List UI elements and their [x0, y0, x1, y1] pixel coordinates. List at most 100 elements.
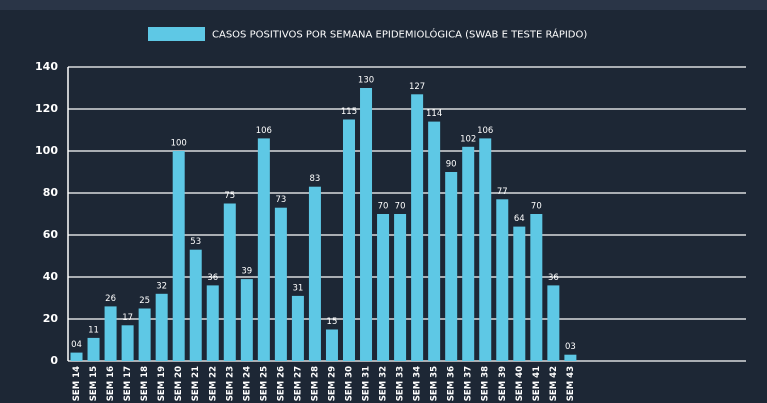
y-tick-label: 40: [43, 270, 59, 283]
y-tick-label: 60: [43, 228, 59, 241]
bar: [155, 293, 168, 361]
x-tick-label: SEM 19: [157, 366, 167, 401]
value-label: 70: [378, 202, 389, 212]
y-tick-label: 0: [50, 354, 58, 367]
value-label: 36: [207, 273, 218, 283]
x-tick-label: SEM 21: [191, 366, 201, 401]
bar: [325, 329, 338, 361]
value-label: 64: [514, 214, 525, 224]
x-tick-label: SEM 29: [327, 366, 337, 401]
value-label: 75: [224, 191, 235, 201]
bar: [70, 352, 83, 361]
value-label: 39: [241, 267, 252, 277]
value-label: 26: [105, 294, 116, 304]
bar: [342, 119, 355, 361]
bar: [513, 226, 526, 361]
bar: [564, 354, 577, 361]
x-tick-label: SEM 16: [106, 366, 116, 401]
x-tick-label: SEM 37: [464, 366, 474, 401]
value-label: 114: [426, 109, 442, 119]
y-tick-label: 120: [35, 102, 58, 115]
x-tick-label: SEM 42: [549, 366, 559, 401]
bar: [479, 138, 492, 361]
bar: [360, 88, 373, 361]
value-label: 70: [531, 202, 542, 212]
bar: [104, 306, 117, 361]
value-label: 11: [88, 325, 99, 335]
bar: [394, 214, 407, 361]
value-label: 70: [395, 202, 406, 212]
x-tick-label: SEM 14: [72, 366, 82, 401]
x-tick-label: SEM 35: [430, 366, 440, 401]
bar: [308, 186, 321, 361]
x-tick-label: SEM 32: [379, 366, 389, 401]
value-label: 102: [460, 134, 476, 144]
x-tick-label: SEM 27: [293, 366, 303, 401]
value-label: 31: [292, 283, 303, 293]
value-label: 36: [548, 273, 559, 283]
value-label: 25: [139, 296, 150, 306]
bar: [291, 295, 304, 361]
top-bar: [0, 0, 767, 10]
bar: [240, 279, 253, 361]
y-tick-label: 20: [43, 312, 59, 325]
x-tick-label: SEM 15: [89, 366, 99, 401]
x-tick-label: SEM 17: [123, 366, 133, 401]
bar: [274, 207, 287, 361]
x-tick-label: SEM 24: [242, 366, 252, 401]
x-tick-label: SEM 18: [140, 366, 150, 401]
value-label: 106: [256, 126, 272, 136]
value-label: 90: [446, 160, 457, 170]
value-label: 83: [310, 174, 321, 184]
bar: [189, 249, 202, 361]
bar: [411, 94, 424, 362]
x-tick-label: SEM 30: [344, 366, 354, 401]
y-tick-label: 80: [43, 186, 59, 199]
x-tick-label: SEM 22: [208, 366, 218, 401]
value-label: 32: [156, 281, 167, 291]
x-tick-label: SEM 20: [174, 366, 184, 401]
x-tick-label: SEM 41: [532, 366, 542, 401]
x-tick-label: SEM 40: [515, 366, 525, 401]
value-label: 130: [358, 76, 374, 86]
bar: [462, 146, 475, 361]
value-label: 03: [565, 342, 576, 352]
bar: [223, 203, 236, 361]
x-tick-label: SEM 31: [362, 366, 372, 401]
bar: [496, 199, 509, 361]
value-label: 115: [341, 107, 357, 117]
y-tick-label: 100: [35, 144, 58, 157]
bar: [138, 308, 151, 361]
x-tick-label: SEM 28: [310, 366, 320, 401]
bar: [377, 214, 390, 361]
value-label: 53: [190, 237, 201, 247]
bar: [257, 138, 270, 361]
x-tick-label: SEM 34: [413, 366, 423, 401]
bar: [445, 172, 458, 361]
value-label: 77: [497, 187, 508, 197]
x-tick-label: SEM 38: [481, 366, 491, 401]
legend-swatch: [148, 27, 205, 41]
x-tick-label: SEM 26: [276, 366, 286, 401]
legend-label: CASOS POSITIVOS POR SEMANA EPIDEMIOLÓGIC…: [212, 28, 587, 41]
value-label: 04: [71, 340, 82, 350]
bar: [87, 337, 100, 361]
bar: [206, 285, 219, 361]
y-tick-label: 140: [35, 60, 58, 73]
x-tick-label: SEM 43: [566, 366, 576, 401]
x-tick-label: SEM 33: [396, 366, 406, 401]
value-label: 17: [122, 313, 133, 323]
value-label: 73: [275, 195, 286, 205]
bar: [428, 121, 441, 361]
value-label: 100: [171, 139, 187, 149]
value-label: 15: [327, 317, 338, 327]
x-tick-label: SEM 23: [225, 366, 235, 401]
x-tick-label: SEM 36: [447, 366, 457, 401]
value-label: 127: [409, 82, 425, 92]
value-label: 106: [477, 126, 493, 136]
bar: [547, 285, 560, 361]
bar: [530, 214, 543, 361]
x-tick-label: SEM 25: [259, 366, 269, 401]
x-tick-label: SEM 39: [498, 366, 508, 401]
